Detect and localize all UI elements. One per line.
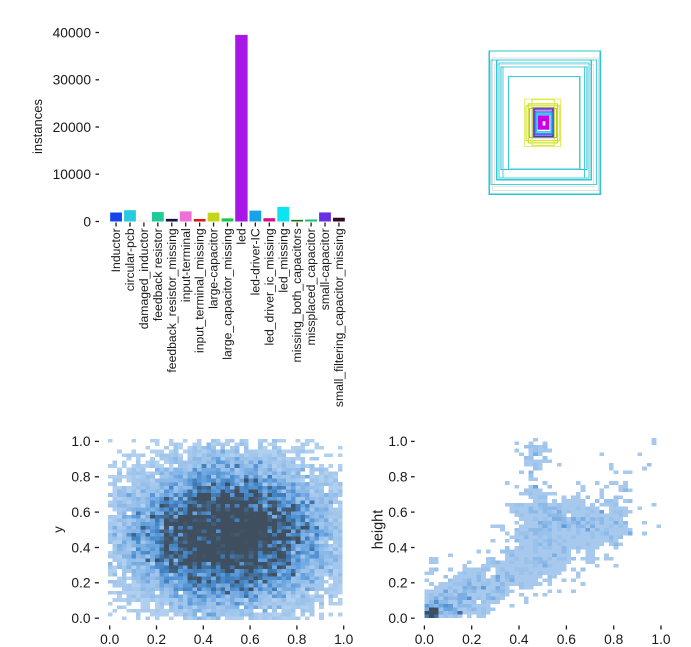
svg-text:missing_both_capacitors: missing_both_capacitors	[290, 228, 304, 362]
svg-text:0.2: 0.2	[71, 576, 90, 591]
svg-text:0.0: 0.0	[71, 611, 91, 626]
svg-text:damaged_inductor: damaged_inductor	[137, 228, 151, 329]
svg-text:0.6: 0.6	[71, 505, 91, 520]
svg-text:0.4: 0.4	[509, 632, 529, 647]
svg-text:missplaced_capacitor: missplaced_capacitor	[304, 228, 318, 345]
svg-text:0.8: 0.8	[388, 470, 408, 485]
svg-text:0.6: 0.6	[557, 632, 577, 647]
svg-text:0.2: 0.2	[388, 576, 407, 591]
svg-text:0.2: 0.2	[147, 632, 166, 647]
svg-text:1.0: 1.0	[334, 632, 354, 647]
svg-text:0.4: 0.4	[194, 632, 214, 647]
svg-text:40000: 40000	[53, 25, 92, 40]
svg-text:instances: instances	[30, 99, 45, 154]
svg-text:input-terminal: input-terminal	[179, 228, 193, 302]
svg-text:0.0: 0.0	[100, 632, 120, 647]
svg-text:0.2: 0.2	[462, 632, 481, 647]
svg-text:0.4: 0.4	[71, 540, 91, 555]
svg-text:0: 0	[83, 214, 91, 229]
svg-text:20000: 20000	[53, 120, 92, 135]
svg-text:0.8: 0.8	[71, 470, 91, 485]
svg-text:height: height	[371, 510, 387, 550]
svg-text:led_driver_ic_missing: led_driver_ic_missing	[262, 228, 276, 345]
svg-text:input_terminal_missing: input_terminal_missing	[193, 228, 207, 353]
svg-text:0.6: 0.6	[241, 632, 261, 647]
svg-text:0.4: 0.4	[388, 540, 408, 555]
svg-text:feedback_resistor_missing: feedback_resistor_missing	[165, 228, 179, 372]
svg-text:Inductor: Inductor	[109, 228, 123, 272]
svg-text:0.0: 0.0	[415, 632, 435, 647]
svg-text:30000: 30000	[53, 73, 92, 88]
svg-text:feedback resistor: feedback resistor	[151, 228, 165, 321]
svg-text:1.0: 1.0	[388, 434, 408, 449]
svg-text:circular-pcb: circular-pcb	[123, 228, 137, 291]
svg-text:small_filtering_capacitor_miss: small_filtering_capacitor_missing	[332, 228, 346, 407]
svg-text:large-capacitor: large-capacitor	[207, 228, 221, 309]
svg-text:0.6: 0.6	[388, 505, 408, 520]
svg-text:0.0: 0.0	[388, 611, 408, 626]
svg-text:1.0: 1.0	[651, 632, 671, 647]
svg-text:y: y	[51, 526, 66, 533]
svg-text:0.8: 0.8	[287, 632, 307, 647]
svg-text:10000: 10000	[53, 167, 92, 182]
svg-text:0.8: 0.8	[604, 632, 624, 647]
svg-text:1.0: 1.0	[71, 434, 91, 449]
svg-text:small-capacitor: small-capacitor	[318, 228, 332, 310]
svg-text:led_missing: led_missing	[276, 228, 290, 292]
svg-text:led-driver-IC: led-driver-IC	[248, 228, 262, 295]
svg-text:led: led	[235, 228, 249, 244]
svg-text:large_capacitor_missing: large_capacitor_missing	[221, 228, 235, 359]
